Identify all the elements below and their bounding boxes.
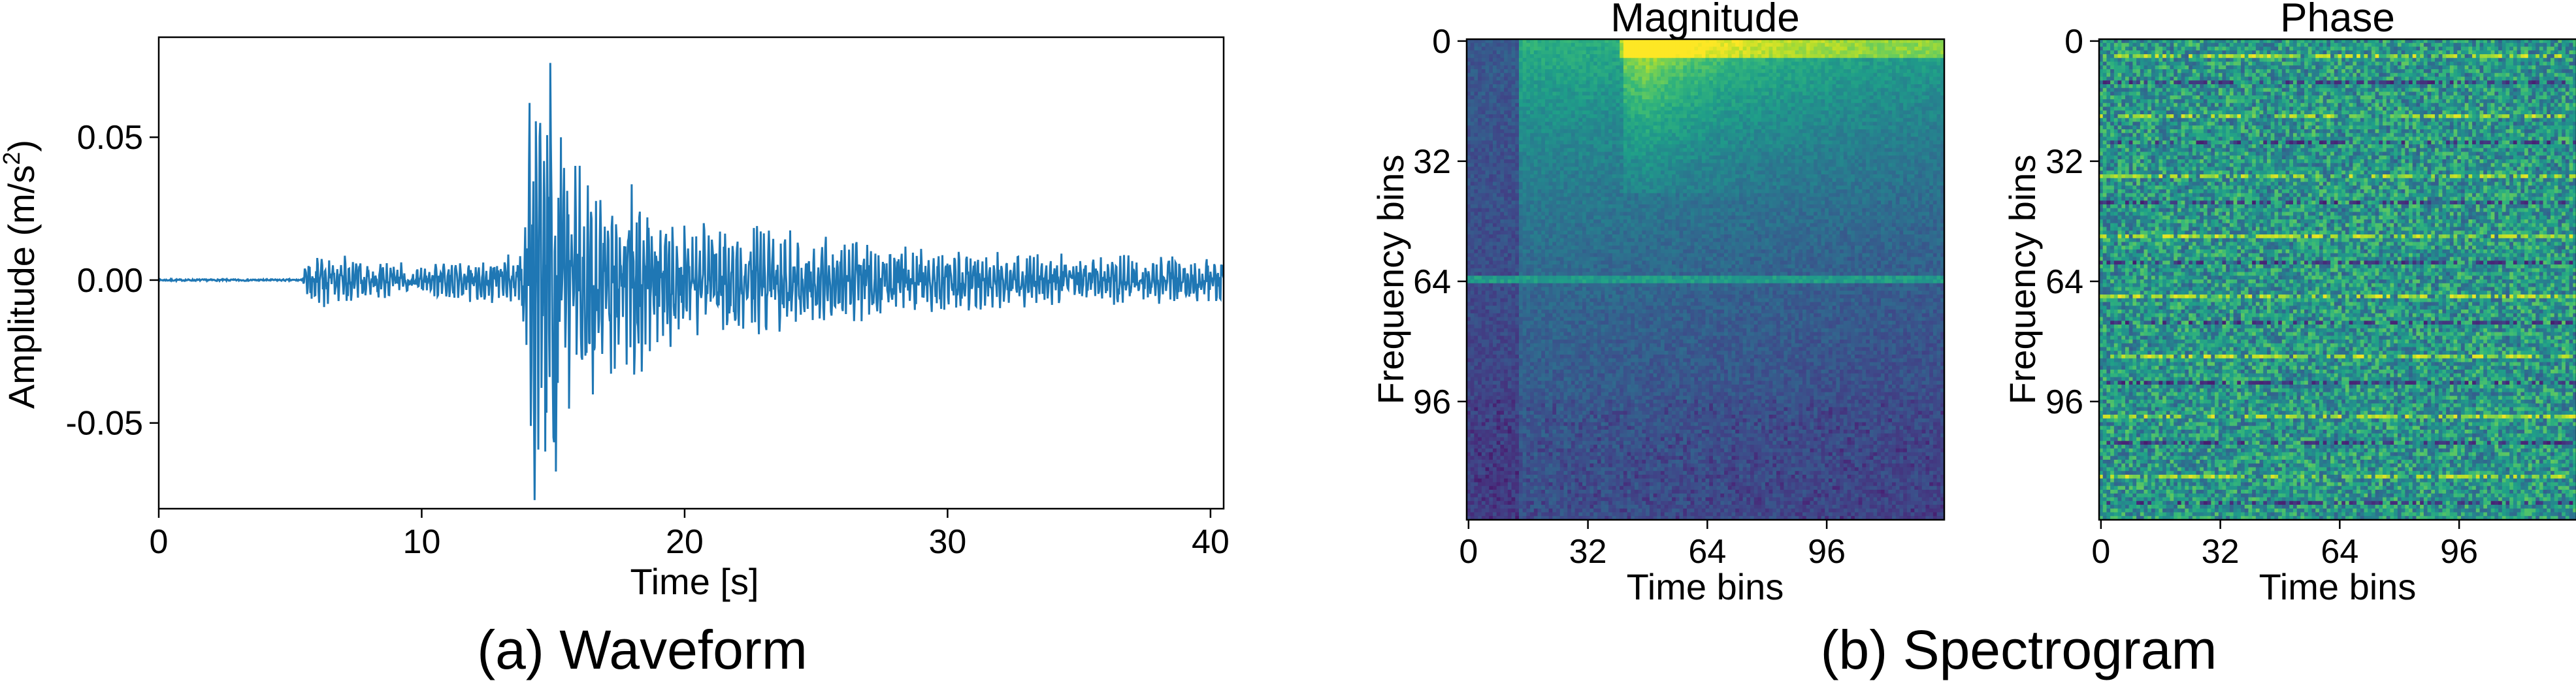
- magnitude-y-tick-label: 96: [1413, 383, 1451, 421]
- phase-x-axis-label: Time bins: [2259, 566, 2417, 607]
- phase-y-ticks: 0 32 64 96: [2046, 23, 2099, 421]
- phase-y-tick-label: 32: [2046, 143, 2083, 181]
- waveform-x-tick-label: 40: [1192, 523, 1230, 561]
- magnitude-y-ticks: 0 32 64 96: [1413, 23, 1467, 421]
- phase-x-tick-label: 32: [2202, 533, 2240, 571]
- phase-x-tick-label: 0: [2091, 533, 2110, 571]
- waveform-y-tick-label: -0.05: [65, 405, 143, 443]
- waveform-x-tick-label: 30: [928, 523, 966, 561]
- waveform-plot-area: [159, 63, 1224, 500]
- phase-y-axis-label: Frequency bins: [2002, 155, 2043, 405]
- phase-y-tick-label: 96: [2046, 383, 2083, 421]
- phase-y-tick-label: 0: [2064, 23, 2083, 61]
- magnitude-x-tick-label: 32: [1569, 533, 1607, 571]
- phase-title: Phase: [2280, 0, 2395, 40]
- waveform-y-tick-label: 0.05: [77, 119, 143, 157]
- waveform-y-tick-label: 0.00: [77, 262, 143, 300]
- magnitude-y-tick-label: 64: [1413, 263, 1451, 301]
- waveform-x-tick-label: 20: [666, 523, 704, 561]
- phase-x-ticks: 0 32 64 96: [2091, 520, 2478, 571]
- waveform-x-tick-label: 0: [150, 523, 169, 561]
- phase-panel: Phase 0 32 64 96 0 32 64 96 Time bins Frequenc…: [2002, 0, 2576, 607]
- waveform-caption: (a) Waveform: [477, 619, 807, 680]
- magnitude-y-axis-label: Frequency bins: [1370, 155, 1411, 405]
- magnitude-y-tick-label: 32: [1413, 143, 1451, 181]
- magnitude-title: Magnitude: [1610, 0, 1800, 40]
- phase-x-tick-label: 64: [2321, 533, 2358, 571]
- phase-x-tick-label: 96: [2440, 533, 2478, 571]
- magnitude-x-tick-label: 96: [1808, 533, 1846, 571]
- magnitude-x-tick-label: 0: [1459, 533, 1478, 571]
- waveform-series-line: [159, 63, 1224, 500]
- magnitude-y-tick-label: 0: [1432, 23, 1451, 61]
- phase-heatmap: [2099, 39, 2576, 520]
- spectrogram-caption: (b) Spectrogram: [1821, 619, 2217, 680]
- waveform-x-axis-label: Time [s]: [630, 561, 758, 602]
- magnitude-x-tick-label: 64: [1688, 533, 1726, 571]
- waveform-x-tick-label: 10: [403, 523, 441, 561]
- waveform-panel: 0 10 20 30 40 0.05 0.00 -0.05 Time [s] Amplitu…: [0, 37, 1230, 680]
- magnitude-x-axis-label: Time bins: [1627, 566, 1784, 607]
- waveform-x-ticks: 0 10 20 30 40: [150, 509, 1230, 561]
- magnitude-heatmap: [1467, 39, 1945, 520]
- waveform-y-ticks: 0.05 0.00 -0.05: [65, 119, 159, 443]
- magnitude-panel: Magnitude 0 32 64 96 0 32 64 96 Time bins Freq…: [1370, 0, 1945, 607]
- magnitude-x-ticks: 0 32 64 96: [1459, 520, 1846, 571]
- waveform-y-axis-label: Amplitude (m/s2): [0, 140, 42, 409]
- phase-y-tick-label: 64: [2046, 263, 2083, 301]
